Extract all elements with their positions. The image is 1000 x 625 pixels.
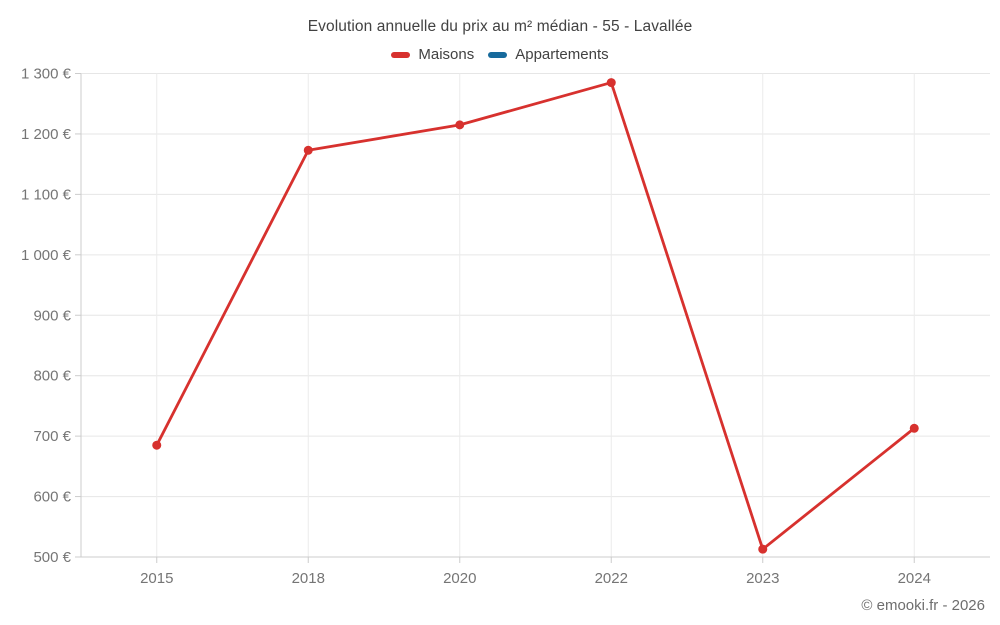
y-axis-tick-label: 1 200 €	[21, 126, 72, 143]
y-axis-tick-label: 900 €	[33, 307, 71, 324]
maisons-data-point[interactable]	[606, 78, 616, 88]
maisons-data-point[interactable]	[758, 544, 768, 554]
maisons-data-point[interactable]	[152, 440, 162, 450]
appartements-swatch-icon	[488, 51, 508, 58]
x-axis-tick-label: 2024	[898, 570, 931, 587]
maisons-line-series	[155, 81, 916, 551]
legend-item-appartements: Appartements	[488, 46, 609, 63]
y-axis-tick-label: 1 100 €	[21, 186, 72, 203]
chart-legend: Maisons Appartements	[0, 46, 1000, 63]
legend-label-appartements: Appartements	[515, 46, 609, 63]
y-axis-tick-label: 600 €	[33, 489, 71, 506]
maisons-data-point[interactable]	[455, 120, 465, 130]
x-axis-tick-label: 2023	[746, 570, 779, 587]
x-axis-tick-label: 2020	[443, 570, 476, 587]
chart-title: Evolution annuelle du prix au m² médian …	[307, 18, 693, 35]
x-axis-tick-label: 2015	[140, 570, 173, 587]
y-axis-tick-label: 500 €	[33, 549, 71, 566]
copyright-text: © emooki.fr - 2026	[861, 597, 985, 614]
y-axis-tick-label: 700 €	[33, 428, 71, 445]
maisons-swatch-icon	[391, 51, 411, 58]
legend-item-maisons: Maisons	[391, 46, 474, 63]
legend-label-maisons: Maisons	[418, 46, 475, 63]
y-axis-tick-label: 800 €	[33, 368, 71, 385]
x-axis-tick-label: 2022	[595, 570, 628, 587]
maisons-data-point[interactable]	[303, 145, 313, 155]
maisons-data-point[interactable]	[909, 423, 919, 433]
y-axis-tick-label: 1 300 €	[21, 66, 72, 83]
x-axis-tick-label: 2018	[292, 570, 325, 587]
y-axis-tick-label: 1 000 €	[21, 247, 72, 264]
